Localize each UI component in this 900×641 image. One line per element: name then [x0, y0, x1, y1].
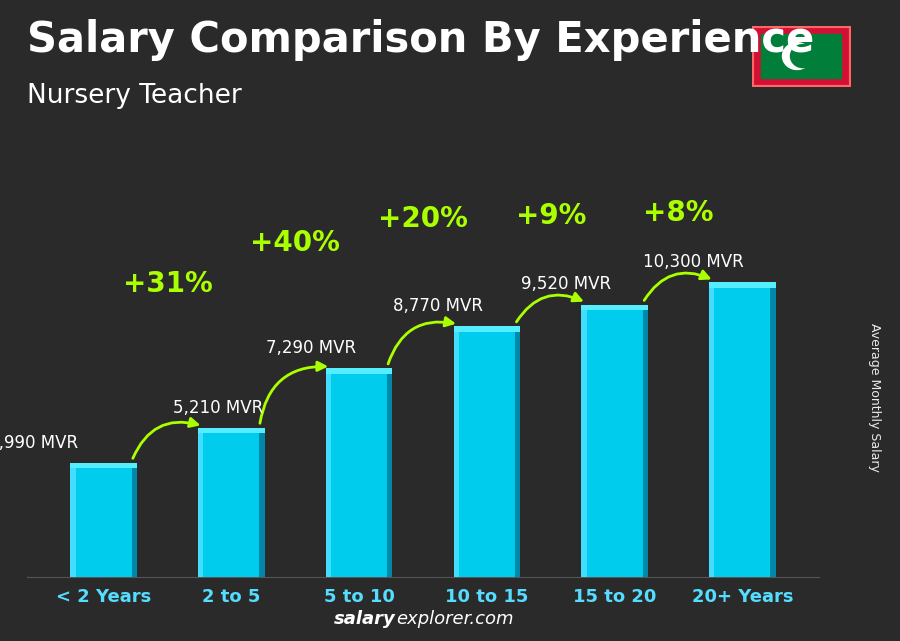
Text: explorer.com: explorer.com: [396, 610, 514, 628]
Bar: [131, 463, 137, 577]
Bar: [259, 428, 265, 577]
Text: +20%: +20%: [378, 205, 468, 233]
Bar: [709, 282, 715, 577]
Text: +8%: +8%: [644, 199, 714, 226]
Circle shape: [782, 43, 812, 69]
Text: 8,770 MVR: 8,770 MVR: [393, 297, 483, 315]
Text: 10,300 MVR: 10,300 MVR: [644, 253, 744, 271]
Bar: [326, 369, 392, 374]
Text: 7,290 MVR: 7,290 MVR: [266, 339, 356, 357]
Bar: [326, 369, 392, 577]
Bar: [581, 304, 587, 577]
Circle shape: [790, 45, 815, 67]
Bar: [581, 304, 648, 310]
Text: Salary Comparison By Experience: Salary Comparison By Experience: [27, 19, 814, 62]
Text: Nursery Teacher: Nursery Teacher: [27, 83, 242, 110]
Bar: [198, 428, 265, 577]
Bar: [515, 326, 520, 577]
Bar: [454, 326, 520, 331]
Text: Average Monthly Salary: Average Monthly Salary: [868, 323, 881, 472]
Text: +31%: +31%: [122, 270, 212, 298]
Bar: [198, 428, 203, 577]
Bar: [454, 326, 459, 577]
Bar: [454, 326, 520, 577]
Bar: [760, 34, 842, 78]
Bar: [70, 463, 137, 469]
Bar: [770, 282, 776, 577]
Text: +40%: +40%: [250, 229, 340, 257]
Bar: [70, 463, 76, 577]
Bar: [643, 304, 648, 577]
Bar: [387, 369, 392, 577]
Text: salary: salary: [334, 610, 396, 628]
Text: 3,990 MVR: 3,990 MVR: [0, 434, 78, 452]
Bar: [709, 282, 776, 577]
Bar: [709, 282, 776, 288]
Bar: [198, 428, 265, 433]
Bar: [581, 304, 648, 577]
Text: +9%: +9%: [516, 203, 586, 230]
Text: 5,210 MVR: 5,210 MVR: [174, 399, 264, 417]
Bar: [70, 463, 137, 577]
Text: 9,520 MVR: 9,520 MVR: [521, 276, 611, 294]
Bar: [326, 369, 331, 577]
